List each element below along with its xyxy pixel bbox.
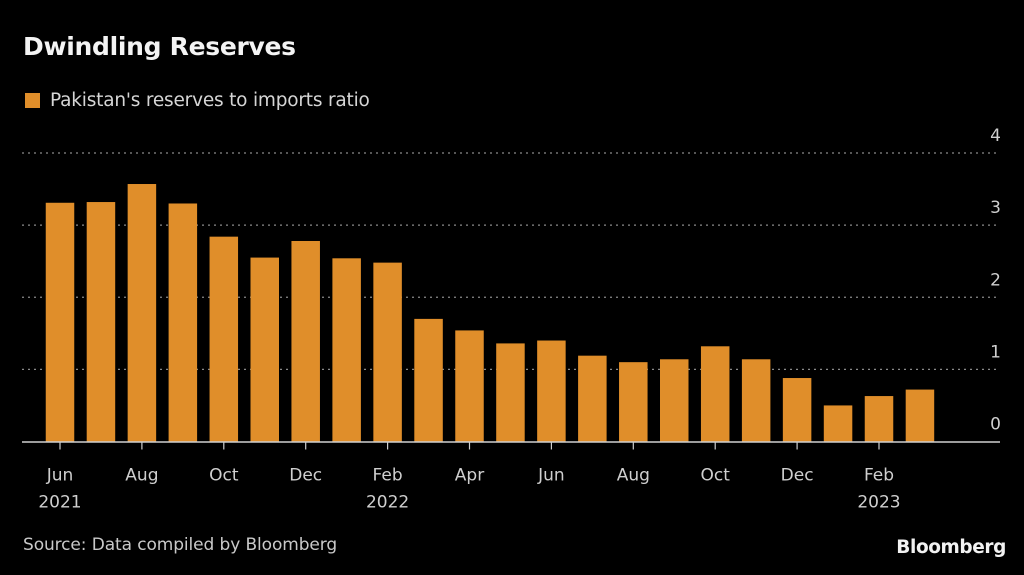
y-tick-label: 1 (990, 342, 1001, 362)
bar (209, 236, 239, 442)
y-tick-label: 0 (990, 415, 1001, 435)
bar (45, 202, 75, 442)
x-tick-label: Oct (209, 466, 239, 486)
bar (332, 258, 361, 442)
x-tick-label: Jun (46, 466, 74, 486)
x-axis: Jun 2021 Aug Oct Dec Feb 2022 Apr Jun Aug Oct Dec Fe… (22, 441, 1000, 513)
y-axis: 0 1 2 3 4 (990, 126, 1001, 435)
bar (823, 405, 853, 442)
y-tick-label: 2 (990, 270, 1001, 290)
bar (537, 340, 566, 442)
bar (373, 262, 402, 442)
bar (619, 362, 648, 442)
legend-label: Pakistan's reserves to imports ratio (50, 90, 370, 111)
bar (578, 355, 607, 442)
chart-title: Dwindling Reserves (23, 32, 296, 61)
x-tick-label: Oct (700, 466, 730, 486)
bloomberg-logo: Bloomberg (896, 537, 1006, 558)
bar (741, 359, 771, 442)
x-tick-label: Dec (289, 466, 322, 486)
source-note: Source: Data compiled by Bloomberg (23, 535, 338, 555)
bar (864, 396, 894, 442)
y-tick-label: 3 (990, 198, 1001, 218)
bar (168, 203, 198, 442)
legend: Pakistan's reserves to imports ratio (25, 90, 370, 111)
bar (414, 318, 443, 442)
bar (250, 257, 279, 442)
bar (700, 346, 730, 442)
bar (905, 389, 935, 442)
x-tick-year-label: 2021 (38, 493, 81, 513)
bar (455, 330, 484, 442)
x-tick-year-label: 2022 (366, 493, 409, 513)
bar (496, 343, 525, 442)
legend-swatch (25, 93, 40, 108)
bars (45, 184, 935, 442)
x-tick-label: Dec (781, 466, 814, 486)
x-tick-label: Aug (617, 466, 650, 486)
x-tick-label: Apr (455, 466, 484, 486)
bar (660, 359, 689, 442)
bar (782, 378, 812, 442)
x-tick-label: Feb (864, 466, 894, 486)
x-tick-label: Jun (537, 466, 565, 486)
bar (86, 202, 116, 442)
x-tick-label: Feb (373, 466, 403, 486)
y-tick-label: 4 (990, 126, 1001, 146)
bar (127, 184, 157, 442)
x-tick-label: Aug (125, 466, 158, 486)
x-tick-year-label: 2023 (857, 493, 900, 513)
bar (291, 240, 320, 442)
